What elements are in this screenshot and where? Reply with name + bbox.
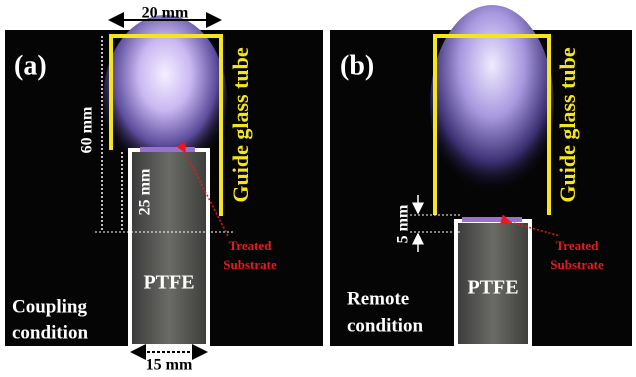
panel-label: (a) xyxy=(14,50,47,81)
tube-label: Guide glass tube xyxy=(555,47,580,202)
tube-label: Guide glass tube xyxy=(228,47,253,202)
condition-label: Remote xyxy=(347,288,409,309)
height-label: 60 mm xyxy=(79,106,96,153)
substrate xyxy=(462,217,522,222)
panel-label: (b) xyxy=(340,50,374,81)
substrate xyxy=(140,147,195,152)
condition-label: condition xyxy=(12,322,88,343)
sample-label: PTFE xyxy=(143,272,194,294)
substrate-label: Substrate xyxy=(223,257,277,272)
panel-a: (a) 20 mm 60 mm 25 mm Guide glass tube T… xyxy=(5,5,323,374)
gap-label: 5 mm xyxy=(395,204,412,243)
gap-label: 25 mm xyxy=(137,168,154,215)
panel-b: (b) 5 mm Guide glass tube Treated Substr… xyxy=(330,5,632,346)
figure: (a) 20 mm 60 mm 25 mm Guide glass tube T… xyxy=(0,0,636,377)
substrate-label: Treated xyxy=(556,238,600,253)
substrate-label: Substrate xyxy=(550,257,604,272)
sample-label: PTFE xyxy=(467,277,518,299)
condition-label: Coupling xyxy=(12,296,87,317)
width-label: 20 mm xyxy=(142,5,189,22)
substrate-label: Treated xyxy=(229,238,273,253)
condition-label: condition xyxy=(347,315,423,336)
sample-width-label: 15 mm xyxy=(146,357,193,374)
